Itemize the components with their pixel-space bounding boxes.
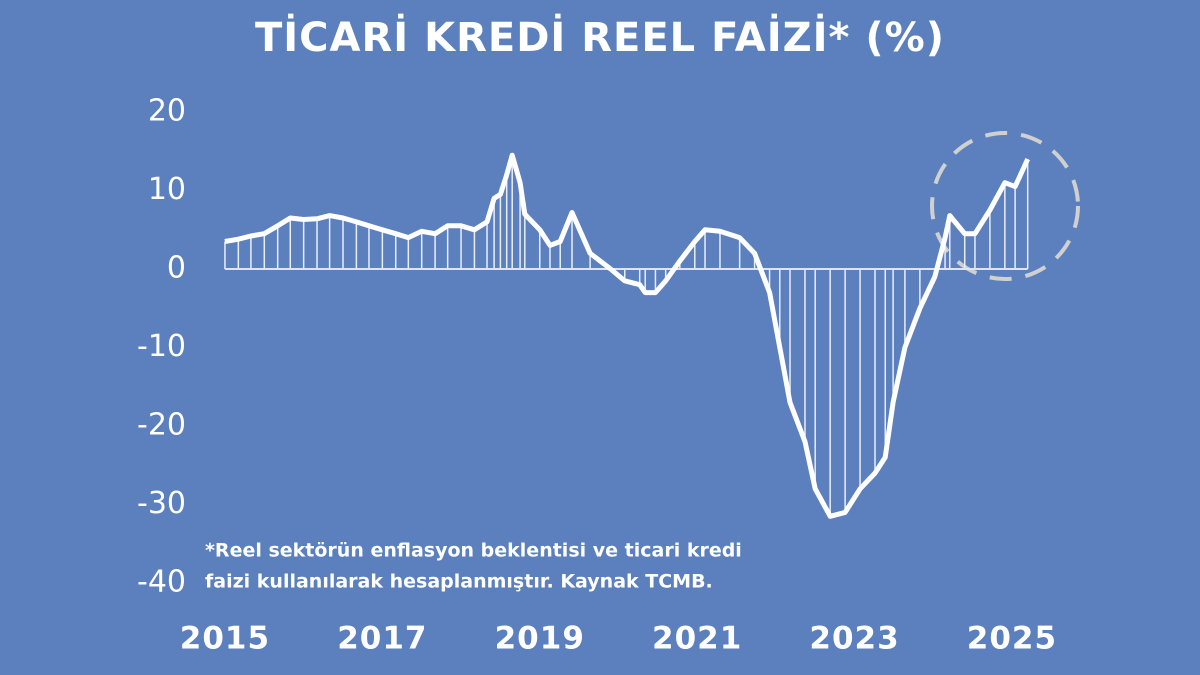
footnote: faizi kullanılarak hesaplanmıştır. Kayna… (205, 571, 713, 593)
y-tick-label: 10 (148, 172, 186, 207)
x-tick-label: 2023 (809, 621, 899, 657)
x-tick-label: 2021 (652, 621, 742, 657)
x-tick-label: 2015 (180, 621, 270, 657)
y-tick-label: 20 (148, 94, 186, 129)
y-tick-label: -10 (137, 329, 186, 364)
y-tick-label: -30 (137, 486, 186, 521)
chart-title: TİCARİ KREDİ REEL FAİZİ* (%) (255, 13, 945, 61)
y-tick-label: 0 (167, 251, 186, 286)
series-line (224, 152, 1030, 519)
y-tick-label: -20 (137, 408, 186, 443)
y-tick-label: -40 (137, 565, 186, 600)
x-tick-label: 2017 (337, 621, 427, 657)
x-tick-label: 2025 (967, 621, 1057, 657)
x-tick-label: 2019 (495, 621, 585, 657)
footnote: *Reel sektörün enflasyon beklentisi ve t… (205, 540, 742, 562)
highlight-circle (930, 131, 1080, 281)
